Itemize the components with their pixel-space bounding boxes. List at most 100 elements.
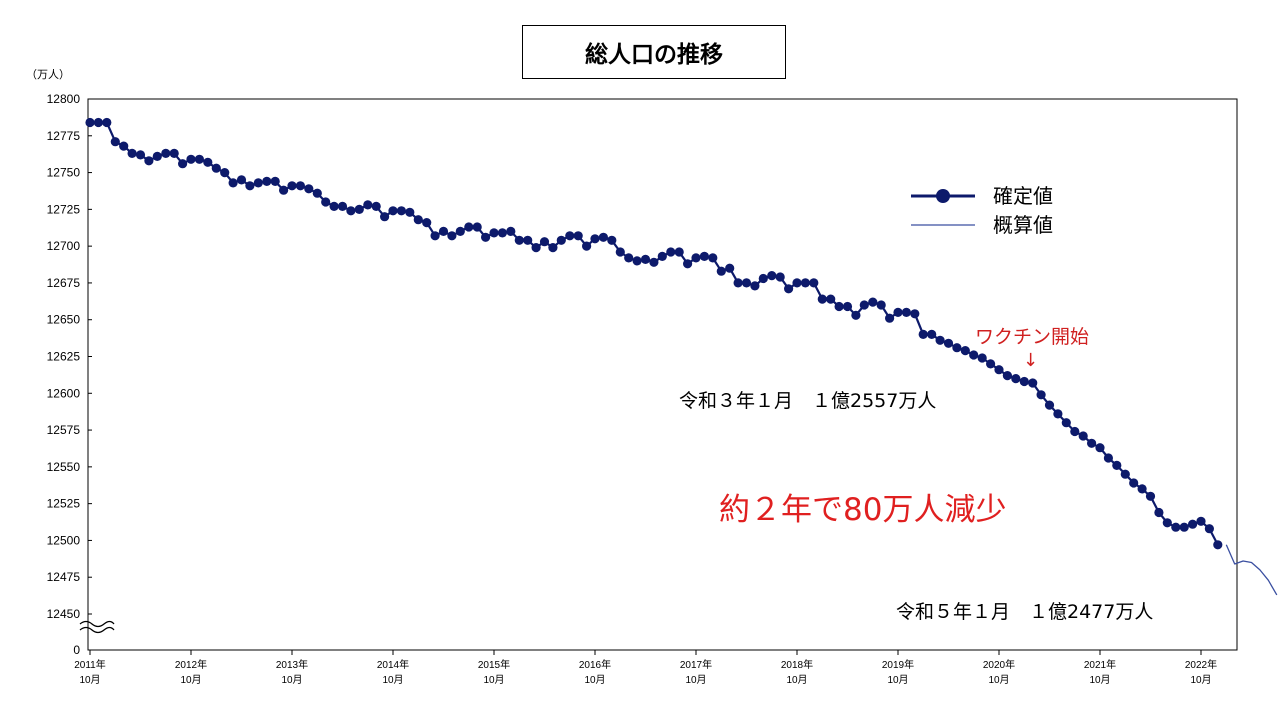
x-tick-year: 2022年 xyxy=(1185,658,1217,671)
x-tick-year: 2015年 xyxy=(478,658,510,671)
data-point xyxy=(1053,409,1063,419)
decrease-annotation: 約２年で80万人減少 xyxy=(719,492,1007,528)
axis-break-wave xyxy=(79,626,115,634)
data-point xyxy=(986,359,996,369)
x-tick-month: 10月 xyxy=(1089,674,1110,686)
data-point xyxy=(784,284,794,294)
data-point xyxy=(792,278,802,288)
data-point xyxy=(624,253,634,263)
data-point xyxy=(775,272,785,282)
data-point xyxy=(186,154,196,164)
data-point xyxy=(649,257,659,267)
data-point xyxy=(1129,478,1139,488)
data-point xyxy=(169,148,179,158)
data-point xyxy=(674,247,684,257)
legend-label-confirmed: 確定値 xyxy=(993,184,1053,208)
data-point xyxy=(994,365,1004,375)
data-point xyxy=(102,117,112,128)
data-point xyxy=(489,228,499,238)
data-point xyxy=(110,137,120,147)
data-point xyxy=(413,215,423,225)
data-point xyxy=(422,218,432,228)
data-point xyxy=(405,207,415,217)
data-point xyxy=(380,212,390,222)
data-point xyxy=(203,157,213,167)
data-point xyxy=(851,310,861,320)
data-point xyxy=(943,338,954,348)
data-point xyxy=(969,350,979,360)
data-point xyxy=(119,141,129,151)
data-point xyxy=(523,235,533,245)
data-point xyxy=(640,254,651,264)
data-point xyxy=(371,201,381,211)
y-tick-label: 12725 xyxy=(47,202,81,216)
data-point xyxy=(556,235,566,245)
data-point xyxy=(548,243,558,253)
x-tick-year: 2011年 xyxy=(74,658,106,671)
x-tick-month: 10月 xyxy=(382,674,403,686)
data-point xyxy=(388,206,398,216)
data-point xyxy=(691,253,701,263)
x-tick-year: 2017年 xyxy=(680,658,712,671)
data-point xyxy=(539,237,550,247)
data-point xyxy=(826,294,836,304)
y-tick-label: 12700 xyxy=(47,239,81,253)
data-point xyxy=(1179,522,1189,532)
data-point xyxy=(767,271,777,281)
series-layer xyxy=(85,117,1278,596)
data-point xyxy=(573,231,583,241)
plot-frame xyxy=(87,98,1238,651)
data-point xyxy=(481,232,491,242)
data-point xyxy=(127,148,137,158)
reiwa3-annotation: 令和３年１月 １億2557万人 xyxy=(679,390,937,412)
y-tick-label: 12550 xyxy=(47,460,81,474)
y-unit-label: （万人） xyxy=(26,68,70,81)
data-point xyxy=(1011,374,1021,384)
data-point xyxy=(295,181,305,191)
data-point xyxy=(952,343,962,353)
data-point xyxy=(396,206,406,216)
y-tick-label: 12500 xyxy=(47,533,81,547)
data-point xyxy=(1061,418,1071,428)
data-point xyxy=(321,197,331,207)
axis-break-wave xyxy=(79,620,115,628)
y-tick-label: 12650 xyxy=(47,313,81,327)
data-point xyxy=(716,266,726,276)
data-point xyxy=(1154,507,1164,518)
data-point xyxy=(699,251,710,261)
x-tick-year: 2021年 xyxy=(1084,658,1116,671)
x-tick-year: 2016年 xyxy=(579,658,611,671)
data-point xyxy=(1204,524,1214,534)
data-point xyxy=(194,154,204,164)
data-point xyxy=(514,235,524,245)
data-point xyxy=(337,201,348,211)
y-tick-label: 12450 xyxy=(47,607,81,621)
data-point xyxy=(1028,378,1038,388)
data-point xyxy=(758,273,768,284)
chart-title: 総人口の推移 xyxy=(522,25,786,79)
data-point xyxy=(430,231,440,241)
data-point xyxy=(977,353,987,363)
data-point xyxy=(1145,491,1156,501)
data-point xyxy=(1095,443,1105,453)
x-tick-month: 10月 xyxy=(685,674,706,686)
data-point xyxy=(809,278,819,288)
x-tick-month: 10月 xyxy=(584,674,605,686)
data-point xyxy=(885,313,895,323)
data-point xyxy=(1044,400,1055,410)
data-point xyxy=(607,235,617,245)
data-point xyxy=(1171,522,1181,532)
data-point xyxy=(817,294,827,304)
data-point xyxy=(346,206,356,216)
data-point xyxy=(666,247,676,257)
data-point xyxy=(590,234,600,244)
data-point xyxy=(1188,519,1198,529)
x-axis: 2011年 10月 2012年 10月 2013年 10月 2014年 10月 2015年 10月… xyxy=(74,650,1217,686)
data-point xyxy=(1002,371,1013,381)
data-point xyxy=(236,175,247,185)
data-point xyxy=(868,297,878,307)
y-tick-label: 12675 xyxy=(47,276,81,290)
data-point xyxy=(354,204,364,214)
x-tick-year: 2013年 xyxy=(276,658,308,671)
